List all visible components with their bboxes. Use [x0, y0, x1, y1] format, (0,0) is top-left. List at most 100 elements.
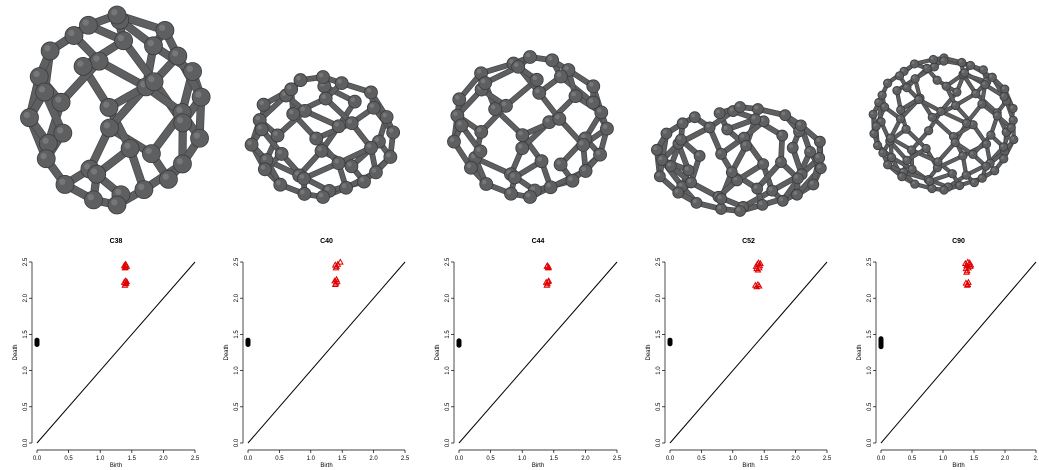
x-tick-label: 1.5	[760, 456, 769, 462]
atom	[880, 102, 890, 112]
atom	[933, 157, 943, 167]
atom-highlight	[911, 61, 915, 65]
x-tick-label: 0.0	[244, 456, 253, 462]
atom-highlight	[93, 55, 100, 62]
atom	[173, 154, 192, 174]
y-tick-label: 1.5	[867, 330, 873, 339]
atom	[586, 95, 600, 110]
atom-highlight	[897, 107, 901, 111]
atom	[685, 176, 698, 189]
atom	[939, 185, 949, 195]
atom-highlight	[115, 188, 122, 196]
x-tick-label: 0.5	[697, 456, 706, 462]
atom-highlight	[476, 147, 481, 152]
atom	[868, 109, 878, 119]
atom	[454, 118, 469, 133]
atom-highlight	[793, 191, 798, 195]
atom	[776, 129, 789, 142]
x-axis-label: Birth	[110, 463, 122, 469]
bond	[910, 148, 940, 164]
y-tick-label: 2.0	[445, 293, 451, 302]
atom	[897, 172, 907, 182]
atom-highlight	[935, 159, 939, 163]
atom	[273, 177, 288, 192]
atom	[529, 72, 544, 87]
x-tick-label: 0.5	[64, 456, 73, 462]
atom	[51, 92, 71, 112]
atom-highlight	[884, 80, 888, 84]
dim0-point	[667, 337, 673, 343]
atom	[256, 97, 271, 112]
atom	[690, 196, 703, 209]
atom	[922, 63, 932, 73]
y-tick-label: 1.5	[656, 330, 662, 339]
atom	[958, 151, 968, 161]
atom	[961, 170, 971, 180]
x-tick-label: 1.5	[550, 456, 559, 462]
x-tick-label: 1.5	[970, 456, 979, 462]
y-tick-label: 0.0	[23, 438, 29, 447]
atom-highlight	[979, 175, 983, 179]
y-tick-label: 0.0	[445, 438, 451, 447]
atom	[987, 72, 997, 82]
atom-highlight	[595, 150, 601, 155]
atom-highlight	[33, 70, 40, 78]
atom-highlight	[111, 9, 118, 16]
atom	[959, 68, 970, 78]
atom	[296, 171, 311, 186]
atom	[270, 128, 285, 143]
atom-highlight	[1000, 144, 1004, 148]
atom	[1009, 134, 1019, 145]
atom	[334, 76, 349, 91]
atom-highlight	[366, 143, 372, 149]
atom-highlight	[366, 88, 372, 93]
atom-highlight	[325, 186, 330, 192]
atom	[107, 5, 127, 25]
atom-highlight	[138, 183, 145, 191]
atom	[749, 113, 762, 126]
atom-highlight	[706, 123, 710, 128]
fullerene-c90-model	[868, 53, 1019, 195]
dim1-point	[333, 275, 340, 282]
atom-highlight	[878, 119, 882, 122]
dim1-point	[755, 282, 763, 289]
atom-highlight	[742, 142, 747, 147]
atom-highlight	[874, 142, 878, 146]
atom	[523, 50, 537, 64]
x-tick-label: 2.	[1033, 456, 1038, 462]
x-tick-label: 2.5	[613, 456, 622, 462]
atom-highlight	[588, 98, 594, 103]
atom	[776, 194, 789, 207]
atom-highlight	[768, 187, 773, 191]
atom	[725, 166, 738, 179]
x-tick-label: 2.5	[191, 456, 200, 462]
y-tick-label: 0.5	[656, 402, 662, 411]
y-tick-label: 1.0	[234, 366, 240, 375]
dim0-point	[878, 336, 884, 342]
x-tick-label: 0.0	[455, 456, 464, 462]
atom	[464, 160, 478, 175]
atom-highlight	[963, 172, 967, 176]
atom-highlight	[171, 50, 179, 57]
atom-highlight	[568, 176, 573, 182]
atom	[318, 91, 333, 106]
atom	[73, 56, 93, 76]
atom-highlight	[337, 78, 342, 84]
atom-highlight	[778, 131, 783, 136]
atom-highlight	[960, 153, 964, 157]
atom	[134, 180, 154, 199]
y-tick-label: 1.0	[445, 366, 451, 375]
atom	[120, 139, 140, 158]
atom	[807, 178, 820, 191]
atom-highlight	[952, 102, 956, 106]
atom-highlight	[530, 186, 536, 191]
x-axis-label: Birth	[532, 463, 544, 469]
atom-highlight	[374, 137, 380, 142]
atom-highlight	[525, 192, 531, 198]
atom-highlight	[901, 68, 905, 72]
atom	[309, 131, 324, 146]
atom-highlight	[779, 197, 784, 202]
atom	[941, 81, 951, 91]
atom	[980, 80, 990, 90]
atom-highlight	[602, 124, 608, 129]
